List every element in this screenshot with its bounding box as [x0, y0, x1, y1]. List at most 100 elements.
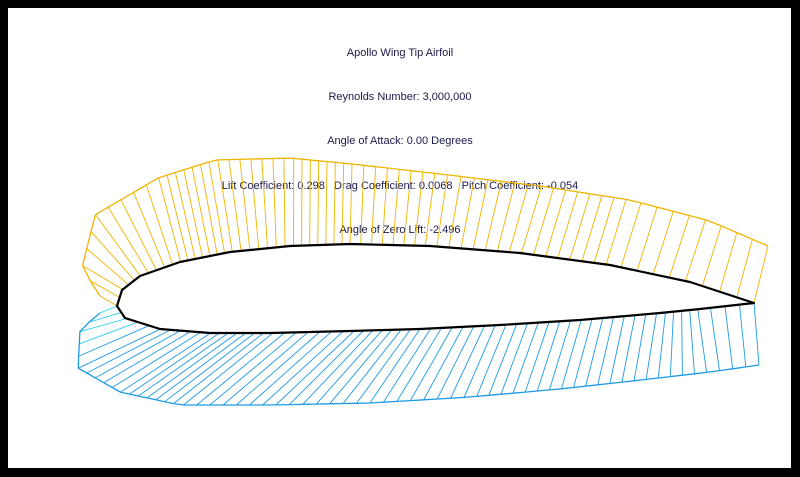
pressure-vector [381, 168, 388, 245]
pressure-vector [436, 326, 475, 400]
pressure-vector [107, 207, 149, 274]
pressure-vector [652, 211, 674, 275]
pressure-vector [146, 332, 238, 399]
pressure-vector [681, 310, 683, 376]
pressure-vector [283, 158, 286, 247]
pressure-vector [317, 160, 320, 246]
pressure-vector [183, 169, 204, 258]
upper-pressure-vectors [82, 158, 769, 307]
pressure-vector [120, 332, 211, 393]
pressure-vector [371, 166, 377, 245]
pressure-vector [302, 330, 374, 405]
pressure-vector [333, 162, 336, 245]
pressure-vector [325, 161, 328, 245]
pressure-vector [668, 215, 690, 278]
pressure-vector [423, 326, 464, 400]
pressure-vector [545, 189, 567, 257]
pressure-vector [524, 321, 550, 393]
lower-pressure-envelope [77, 312, 760, 406]
pressure-vector [262, 330, 344, 406]
pressure-vector [409, 327, 453, 401]
pressure-vector [753, 302, 760, 366]
pressure-vector [78, 328, 161, 369]
pressure-vector [496, 182, 516, 252]
pressure-vector [217, 159, 233, 252]
pressure-vector [341, 163, 345, 245]
pressure-vector [710, 307, 720, 371]
pressure-vector [450, 325, 485, 399]
airfoil-outline [115, 242, 756, 335]
pressure-vector [90, 280, 120, 298]
pressure-vector [548, 320, 571, 391]
pressure-vector [78, 325, 150, 357]
pressure-vector [95, 214, 141, 277]
pressure-vector [99, 305, 118, 314]
reynolds-number: Reynolds Number: 3,000,000 [328, 90, 472, 103]
pressure-vector [533, 187, 554, 255]
pressure-vector [414, 172, 424, 246]
angle-of-attack: Angle of Attack: 0.00 Degrees [327, 135, 473, 148]
pressure-vector [436, 174, 448, 247]
pressure-vector [86, 248, 129, 286]
airfoil-title: Apollo Wing Tip Airfoil [346, 46, 454, 59]
pressure-vector [508, 184, 529, 253]
pressure-vector [228, 159, 242, 251]
pressure-vector [196, 332, 286, 406]
pressure-vector [89, 312, 122, 323]
pressure-vector [239, 159, 251, 251]
pressure-vector [90, 231, 135, 281]
pressure-vector [133, 192, 165, 268]
pressure-vector [329, 329, 393, 405]
pressure-vector [145, 184, 174, 265]
pressure-vector [636, 206, 658, 271]
lower-pressure-vectors [78, 302, 760, 406]
pressure-vector [82, 265, 124, 290]
pressure-vector [521, 186, 542, 254]
pressure-vector [79, 321, 139, 345]
pressure-vector [396, 327, 442, 402]
pressure-vector [99, 295, 118, 307]
pressure-vector [500, 323, 528, 395]
pressure-vector [208, 161, 226, 254]
pressure-vector [383, 328, 432, 403]
pressure-vector [111, 331, 201, 388]
pressure-vector [536, 321, 561, 392]
pressure-vector [561, 319, 582, 389]
pressure-vector [739, 304, 747, 367]
pressure-vector [753, 245, 769, 304]
pressure-vector [356, 329, 411, 404]
pressure-vector [689, 309, 695, 374]
pressure-vector [403, 170, 412, 246]
pressure-vector [460, 178, 475, 249]
pressure-vector [272, 158, 277, 248]
pressure-vector [174, 172, 196, 260]
pressure-vector [463, 325, 496, 398]
pressure-vector [593, 197, 615, 264]
pressure-vector [79, 318, 127, 333]
upper-pressure-envelope [81, 157, 769, 297]
pressure-vector [597, 316, 614, 385]
pressure-vector [512, 322, 539, 394]
pressure-vector [424, 173, 436, 246]
pressure-vector [360, 165, 365, 245]
pressure-vector [86, 329, 171, 374]
pressure-vector [573, 318, 593, 388]
pressure-vector [620, 202, 642, 268]
pressure-vector [448, 176, 462, 248]
pressure-vector [484, 181, 502, 251]
pressure-vector [309, 159, 311, 246]
pressure-vector [697, 309, 708, 373]
pressure-vector [657, 312, 666, 379]
pressure-vector [476, 324, 507, 397]
pressure-vector [95, 330, 181, 379]
pressure-vector [183, 332, 274, 406]
pressure-vector [315, 329, 383, 405]
pressure-vector [249, 331, 333, 406]
pressure-vector [392, 169, 400, 246]
pressure-vector [701, 225, 722, 287]
pressure-vector [342, 329, 402, 404]
pressure-vector [557, 191, 579, 259]
pressure-vector [685, 219, 706, 282]
